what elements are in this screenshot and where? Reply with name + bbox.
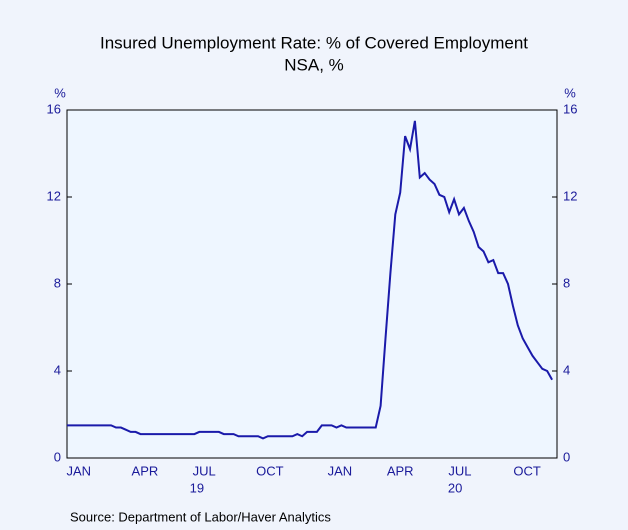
x-tick-label: JUL <box>193 463 216 478</box>
x-tick-label: OCT <box>256 463 284 478</box>
line <box>67 120 553 440</box>
chart-title: Insured Unemployment Rate: % of Covered … <box>100 33 528 52</box>
x-tick-label: JUL <box>448 463 471 478</box>
y2-tick-label: 0 <box>563 449 570 464</box>
y2-tick-label: 16 <box>563 101 577 116</box>
source: Source: Department of Labor/Haver Analyt… <box>70 509 331 524</box>
chart-subtitle: NSA, % <box>284 55 344 74</box>
y-tick-label: 8 <box>54 275 61 290</box>
y-tick-label: 16 <box>47 101 61 116</box>
x-tick-label: JAN <box>328 463 353 478</box>
x-tick-label: APR <box>387 463 414 478</box>
y2-tick-label: 4 <box>563 362 570 377</box>
y-axis-label: % <box>54 85 66 100</box>
plot-area <box>66 109 558 459</box>
y2-tick-label: 12 <box>563 188 577 203</box>
x-tick-label: APR <box>132 463 159 478</box>
y-tick-label: 12 <box>47 188 61 203</box>
y2-axis-label: % <box>564 85 576 100</box>
x-tick-label: JAN <box>66 463 91 478</box>
x-tick-label: OCT <box>513 463 541 478</box>
year-label: 19 <box>190 480 204 495</box>
y-tick-label: 0 <box>54 449 61 464</box>
y2-tick-label: 8 <box>563 275 570 290</box>
year-label: 20 <box>448 480 462 495</box>
y-tick-label: 4 <box>54 362 61 377</box>
